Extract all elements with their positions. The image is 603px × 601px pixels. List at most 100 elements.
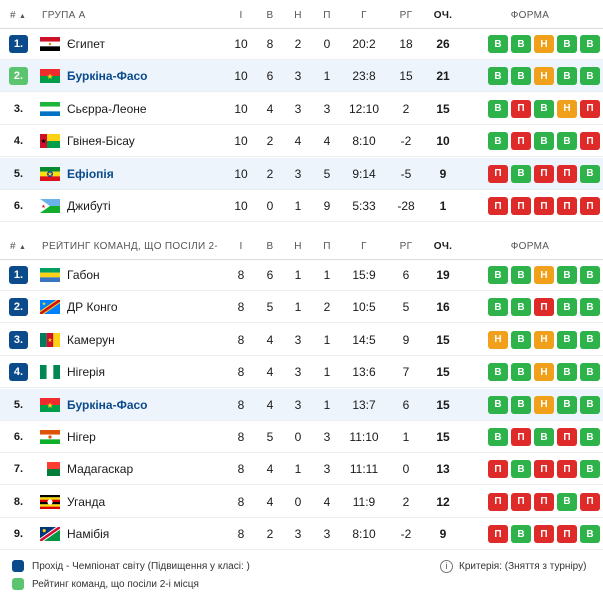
form-result-badge[interactable]: В (580, 460, 600, 479)
form-result-badge[interactable]: В (580, 428, 600, 446)
form-result-badge[interactable]: В (511, 395, 531, 414)
form-result-badge[interactable]: П (511, 99, 531, 118)
table-row[interactable]: 6. Нігер 8 5 0 3 11:10 1 15 В П В П В (0, 421, 603, 453)
form-result-badge[interactable]: В (557, 67, 577, 86)
form-result-badge[interactable]: Н (534, 363, 554, 382)
form-result-badge[interactable]: В (580, 330, 600, 349)
form-result-badge[interactable]: П (488, 525, 508, 544)
form-result-badge[interactable]: П (534, 525, 554, 544)
table-row[interactable]: 8. Уганда 8 4 0 4 11:9 2 12 П П П В П (0, 486, 603, 518)
form-result-badge[interactable]: В (511, 164, 531, 183)
form-result-badge[interactable]: В (488, 298, 508, 317)
team-name-link[interactable]: Сьєрра-Леоне (67, 101, 147, 116)
table-row[interactable]: 9. Намібія 8 2 3 3 8:10 -2 9 П В П П В (0, 518, 603, 551)
table-row[interactable]: 4. Нігерія 8 4 3 1 13:6 7 15 В В Н В В (0, 356, 603, 389)
team-name-link[interactable]: Нігерія (67, 365, 105, 380)
form-result-badge[interactable]: В (488, 428, 508, 446)
form-result-badge[interactable]: В (488, 35, 508, 53)
form-result-badge[interactable]: П (557, 460, 577, 479)
form-result-badge[interactable]: В (488, 132, 508, 151)
team-name-link[interactable]: Буркіна-Фасо (67, 397, 148, 412)
form-result-badge[interactable]: В (580, 266, 600, 284)
col-goals[interactable]: Г (361, 240, 367, 252)
team-name-link[interactable]: Уганда (67, 494, 106, 509)
legend-criteria[interactable]: i Критерія: (Зняття з турніру) (440, 560, 586, 573)
form-result-badge[interactable]: Н (534, 35, 554, 53)
form-result-badge[interactable]: В (488, 266, 508, 284)
col-goals[interactable]: Г (361, 9, 367, 21)
form-result-badge[interactable]: В (511, 35, 531, 53)
form-result-badge[interactable]: В (580, 395, 600, 414)
form-result-badge[interactable]: П (511, 492, 531, 511)
form-result-badge[interactable]: В (557, 266, 577, 284)
table-row[interactable]: 3. Сьєрра-Леоне 10 4 3 3 12:10 2 15 В П В Н П (0, 93, 603, 125)
table-row[interactable]: 2. Буркіна-Фасо 10 6 3 1 23:8 15 21 В В Н В В (0, 60, 603, 93)
table-row[interactable]: 3. Камерун 8 4 3 1 14:5 9 15 Н В Н В В (0, 324, 603, 356)
team-name-link[interactable]: Єгипет (67, 37, 105, 51)
form-result-badge[interactable]: В (488, 99, 508, 118)
form-result-badge[interactable]: Н (557, 99, 577, 118)
form-result-badge[interactable]: П (511, 132, 531, 151)
team-name-link[interactable]: Нігер (67, 430, 96, 444)
form-result-badge[interactable]: В (511, 298, 531, 317)
form-result-badge[interactable]: В (580, 525, 600, 544)
form-result-badge[interactable]: Н (534, 330, 554, 349)
team-name-link[interactable]: ДР Конго (67, 300, 118, 315)
form-result-badge[interactable]: П (488, 492, 508, 511)
form-result-badge[interactable]: В (557, 330, 577, 349)
form-result-badge[interactable]: В (557, 395, 577, 414)
form-result-badge[interactable]: В (580, 35, 600, 53)
team-name-link[interactable]: Буркіна-Фасо (67, 69, 148, 84)
col-draws[interactable]: Н (294, 240, 302, 252)
table-row[interactable]: 4. Гвінея-Бісау 10 2 4 4 8:10 -2 10 В П В В П (0, 125, 603, 158)
form-result-badge[interactable]: П (488, 460, 508, 479)
form-result-badge[interactable]: В (534, 99, 554, 118)
form-result-badge[interactable]: П (488, 197, 508, 215)
form-result-badge[interactable]: В (580, 363, 600, 382)
form-result-badge[interactable]: Н (488, 330, 508, 349)
col-played[interactable]: І (239, 240, 243, 252)
table-row[interactable]: 1. Єгипет 10 8 2 0 20:2 18 26 В В Н В В (0, 28, 603, 60)
form-result-badge[interactable]: В (511, 330, 531, 349)
form-result-badge[interactable]: П (534, 197, 554, 215)
col-points[interactable]: ОЧ. (433, 240, 453, 252)
form-result-badge[interactable]: П (557, 428, 577, 446)
col-losses[interactable]: П (323, 9, 331, 21)
form-result-badge[interactable]: В (557, 492, 577, 511)
form-result-badge[interactable]: В (580, 164, 600, 183)
form-result-badge[interactable]: П (580, 99, 600, 118)
col-points[interactable]: ОЧ. (433, 9, 453, 21)
sort-column-header[interactable]: # ▲ (10, 9, 27, 21)
form-result-badge[interactable]: В (580, 298, 600, 317)
form-result-badge[interactable]: П (534, 298, 554, 317)
form-result-badge[interactable]: В (511, 67, 531, 86)
form-result-badge[interactable]: В (557, 35, 577, 53)
table-row[interactable]: 5. Буркіна-Фасо 8 4 3 1 13:7 6 15 В В Н В В (0, 388, 603, 421)
col-wins[interactable]: В (266, 240, 274, 252)
info-icon[interactable]: i (440, 560, 453, 573)
table-row[interactable]: 1. Габон 8 6 1 1 15:9 6 19 В В Н В В (0, 259, 603, 291)
form-result-badge[interactable]: В (534, 132, 554, 151)
form-result-badge[interactable]: В (557, 132, 577, 151)
form-result-badge[interactable]: Н (534, 395, 554, 414)
team-name-link[interactable]: Гвінея-Бісау (67, 134, 135, 149)
form-result-badge[interactable]: П (511, 428, 531, 446)
form-result-badge[interactable]: П (580, 492, 600, 511)
table-row[interactable]: 6. Джибуті 10 0 1 9 5:33 -28 1 П П П П П (0, 190, 603, 222)
table-row[interactable]: 7. Мадагаскар 8 4 1 3 11:11 0 13 П В П П В (0, 453, 603, 486)
form-result-badge[interactable]: В (488, 363, 508, 382)
form-result-badge[interactable]: П (557, 197, 577, 215)
form-result-badge[interactable]: Н (534, 67, 554, 86)
form-result-badge[interactable]: П (488, 164, 508, 183)
team-name-link[interactable]: Габон (67, 268, 100, 282)
form-result-badge[interactable]: П (534, 460, 554, 479)
table-row[interactable]: 2. ДР Конго 8 5 1 2 10:5 5 16 В В П В В (0, 291, 603, 324)
form-result-badge[interactable]: П (557, 164, 577, 183)
form-result-badge[interactable]: П (534, 492, 554, 511)
team-name-link[interactable]: Мадагаскар (67, 462, 134, 477)
form-result-badge[interactable]: П (580, 197, 600, 215)
form-result-badge[interactable]: П (557, 525, 577, 544)
form-result-badge[interactable]: П (580, 132, 600, 151)
col-goal-diff[interactable]: РГ (399, 240, 413, 252)
col-goal-diff[interactable]: РГ (399, 9, 413, 21)
